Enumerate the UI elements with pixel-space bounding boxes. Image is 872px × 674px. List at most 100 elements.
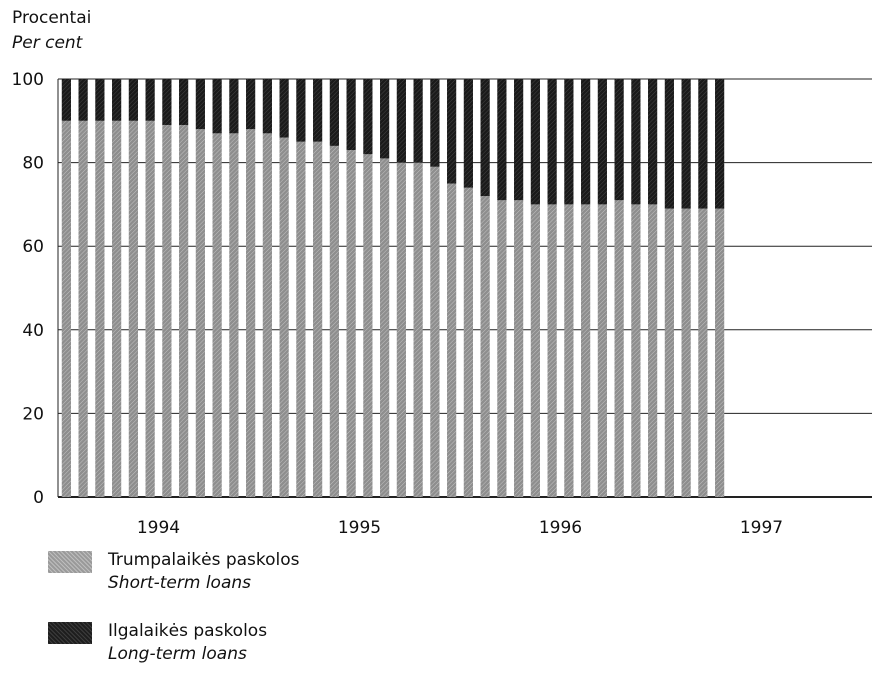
legend-label-short-term-english: Short-term loans [108,573,252,593]
bar-long-term [313,79,323,142]
bar-short-term [329,145,339,497]
x-tick-label-year: 1997 [740,518,783,538]
bar-short-term [95,120,105,498]
bar-long-term [329,79,339,146]
x-tick-label-year: 1994 [137,518,180,538]
y-tick-label: 60 [22,237,44,257]
bar-short-term [313,141,323,497]
legend-label-long-term-english: Long-term loans [108,644,247,664]
bar-short-term [564,204,574,497]
bar-long-term [112,79,122,121]
bar-short-term [463,187,473,497]
legend-swatch-short-term [48,551,92,573]
bar-short-term [715,208,725,497]
bar-short-term [162,124,172,497]
bar-long-term [363,79,373,155]
bar-long-term [514,79,524,201]
legend-swatch-long-term [48,622,92,644]
bar-short-term [514,200,524,497]
bar-long-term [61,79,71,121]
bars [61,79,725,498]
x-tick-labels: 1994 1995 1996 1997 [137,518,783,538]
bar-short-term [296,141,306,497]
bar-long-term [447,79,457,184]
y-axis-label-lithuanian: Procentai [12,8,92,28]
bar-short-term [698,208,708,497]
x-tick-label-year: 1995 [338,518,381,538]
bar-long-term [179,79,189,125]
bar-long-term [162,79,172,125]
bar-long-term [145,79,155,121]
bar-short-term [681,208,691,497]
bar-long-term [396,79,406,163]
bar-short-term [430,166,440,497]
bar-long-term [128,79,138,121]
bar-short-term [413,162,423,497]
bar-short-term [195,129,205,497]
bar-short-term [128,120,138,498]
bar-long-term [430,79,440,167]
bar-long-term [78,79,88,121]
bar-short-term [61,120,71,498]
bar-short-term [279,137,289,497]
bar-long-term [262,79,272,134]
y-tick-label: 20 [22,404,44,424]
bar-long-term [715,79,725,209]
bar-short-term [212,133,222,497]
bar-long-term [246,79,256,130]
bar-short-term [112,120,122,498]
bar-long-term [212,79,222,134]
bar-short-term [547,204,557,497]
stacked-bar-chart: 0 20 40 60 80 100 1994 1995 1996 1997 [12,70,872,538]
legend-label-long-term-lithuanian: Ilgalaikės paskolos [108,621,268,641]
bar-long-term [279,79,289,138]
bar-short-term [631,204,641,497]
bar-short-term [380,158,390,498]
bar-long-term [480,79,490,197]
y-tick-label: 40 [22,321,44,341]
bar-short-term [614,200,624,497]
bar-short-term [447,183,457,497]
bar-long-term [195,79,205,130]
bar-long-term [648,79,658,205]
bar-long-term [614,79,624,201]
bar-long-term [631,79,641,205]
bar-long-term [95,79,105,121]
bar-short-term [363,154,373,498]
y-tick-label: 0 [33,488,44,508]
bar-long-term [547,79,557,205]
y-tick-label: 80 [22,154,44,174]
bar-short-term [497,200,507,497]
bar-long-term [463,79,473,188]
bar-long-term [581,79,591,205]
bar-short-term [396,162,406,497]
y-tick-label: 100 [12,70,44,90]
bar-short-term [648,204,658,497]
bar-long-term [698,79,708,209]
x-tick-label-year: 1996 [539,518,582,538]
bar-long-term [413,79,423,163]
bar-short-term [581,204,591,497]
bar-long-term [664,79,674,209]
bar-short-term [246,129,256,497]
bar-long-term [229,79,239,134]
bar-short-term [78,120,88,498]
bar-long-term [296,79,306,142]
bar-long-term [497,79,507,201]
y-axis-label-english: Per cent [12,33,83,53]
bar-long-term [530,79,540,205]
bar-short-term [530,204,540,497]
bar-long-term [564,79,574,205]
bar-short-term [597,204,607,497]
legend-label-short-term-lithuanian: Trumpalaikės paskolos [108,550,300,570]
bar-short-term [346,150,356,497]
bar-short-term [262,133,272,497]
bar-long-term [597,79,607,205]
bar-short-term [179,124,189,497]
bar-long-term [346,79,356,151]
bar-long-term [681,79,691,209]
bar-short-term [145,120,155,498]
bar-short-term [664,208,674,497]
bar-short-term [480,196,490,498]
bar-short-term [229,133,239,497]
